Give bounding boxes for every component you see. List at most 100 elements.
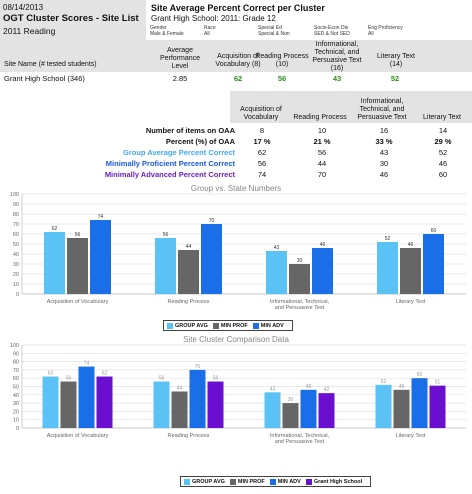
col-vocabulary: Acquisition of Vocabulary (8): [215, 53, 261, 68]
col-literary-text: Literary Text (14): [377, 53, 415, 68]
col-performance-level: Average Performance Level: [159, 47, 201, 70]
y-tick-label: 50: [13, 242, 19, 248]
bar: [264, 392, 281, 428]
cluster-col-reading: Reading Process: [293, 114, 347, 121]
filter-bar: Gender Male & Female Race All Special Ed Sp…: [146, 25, 472, 40]
y-tick-label: 0: [16, 426, 19, 432]
data-label: 52: [381, 379, 387, 385]
data-label: 46: [399, 384, 405, 390]
bar: [78, 366, 95, 428]
data-label: 46: [306, 384, 312, 390]
bar: [300, 389, 317, 428]
performance-level-value: 2.85: [172, 74, 188, 83]
report-header: 08/14/2013 OGT Cluster Scores - Site Lis…: [0, 0, 472, 70]
bar: [60, 381, 77, 428]
legend-swatch: [212, 322, 219, 329]
data-label: 70: [209, 218, 215, 224]
legend-swatch: [184, 478, 190, 485]
table-row: Grant High School (346) 2.85 62 56 43 52: [0, 74, 472, 85]
bar: [282, 403, 299, 428]
data-label: 52: [385, 236, 391, 242]
y-tick-label: 10: [13, 282, 19, 288]
data-label: 62: [52, 226, 58, 232]
vocabulary-value: 62: [233, 74, 243, 83]
bar: [178, 250, 199, 294]
y-tick-label: 10: [13, 418, 19, 424]
filter-race: Race All: [204, 25, 216, 37]
bar: [201, 224, 222, 294]
legend-item: GROUP AVG: [167, 322, 208, 329]
report-school-line: Grant High School: 2011: Grade 12: [151, 14, 276, 23]
report-title: OGT Cluster Scores - Site List: [3, 13, 139, 24]
row-percent-of-oaa: Percent (%) of OAA 17 % 21 % 33 % 29 %: [165, 137, 452, 146]
bar: [42, 376, 59, 428]
y-tick-label: 50: [13, 385, 19, 391]
data-label: 43: [270, 386, 276, 392]
bar: [207, 381, 224, 428]
y-tick-label: 60: [13, 376, 19, 382]
data-label: 56: [163, 232, 169, 238]
report-subtitle: 2011 Reading: [3, 26, 56, 36]
y-tick-label: 20: [13, 409, 19, 415]
bar: [377, 242, 398, 294]
y-tick-label: 90: [13, 351, 19, 357]
data-label: 44: [177, 385, 183, 391]
legend-item: MIN PROF: [212, 322, 248, 329]
bar: [155, 238, 176, 294]
legend-label: MIN PROF: [220, 322, 248, 329]
bar: [96, 376, 113, 428]
data-label: 46: [320, 242, 326, 248]
legend-item: MIN ADV: [269, 478, 301, 485]
filter-gender: Gender Male & Female: [150, 25, 184, 37]
informational-value: 43: [332, 74, 342, 83]
x-tick-label: Informational, Technical,: [270, 299, 330, 305]
y-tick-label: 100: [10, 192, 19, 198]
bar: [189, 369, 206, 428]
site-table-header: Site Name (# tested students) Average Per…: [0, 40, 472, 72]
bar: [411, 378, 428, 428]
cluster-col-literary: Literary Text: [423, 114, 461, 121]
cluster-col-vocabulary: Acquisition of Vocabulary: [240, 106, 282, 121]
data-label: 42: [324, 387, 330, 393]
y-tick-label: 0: [16, 292, 19, 298]
data-label: 62: [102, 371, 108, 377]
legend-label: GROUP AVG: [175, 322, 208, 329]
col-site-name: Site Name (# tested students): [4, 61, 97, 68]
bar: [318, 393, 335, 428]
data-label: 43: [274, 245, 280, 251]
literary-value: 52: [390, 74, 400, 83]
chart-group-vs-state: 0 10 20 30 40 50 60 70 80 90 100 62 56 74 Acquisition …: [10, 192, 466, 311]
site-name: Grant High School (346): [4, 74, 85, 83]
y-tick-label: 30: [13, 262, 19, 268]
bar: [400, 248, 421, 294]
legend-swatch: [269, 478, 276, 485]
x-tick-label: Informational, Technical,: [270, 433, 330, 439]
data-label: 62: [48, 371, 54, 377]
row-min-proficient: Minimally Proficient Percent Correct 56 …: [105, 159, 448, 168]
cluster-table-header: Acquisition of Vocabulary Reading Process…: [230, 91, 472, 123]
chart2-legend: GROUP AVG MIN PROF MIN ADV Grant High Schoo…: [180, 476, 372, 487]
y-tick-label: 40: [13, 393, 19, 399]
legend-item: MIN PROF: [229, 478, 265, 485]
data-label: 70: [195, 364, 201, 370]
bar: [423, 234, 444, 294]
x-tick-label: Acquisition of Vocabulary: [47, 433, 109, 439]
bar: [67, 238, 88, 294]
y-tick-label: 30: [13, 401, 19, 407]
data-label: 56: [75, 232, 81, 238]
bar: [153, 381, 170, 428]
data-label: 44: [186, 244, 192, 250]
data-label: 46: [408, 242, 414, 248]
col-reading-process: Reading Process (10): [255, 53, 309, 68]
reading-process-value: 56: [277, 74, 287, 83]
x-tick-label: and Persuasive Text: [275, 439, 325, 445]
data-label: 30: [297, 258, 303, 264]
data-label: 74: [84, 361, 90, 367]
bar: [90, 220, 111, 294]
row-group-average: Group Average Percent Correct 62 56 43 5…: [123, 148, 448, 157]
bar: [289, 264, 310, 294]
col-informational-text: Informational, Technical, and Persuasive T…: [312, 41, 362, 72]
bar: [429, 385, 446, 428]
y-tick-label: 80: [13, 212, 19, 218]
bar: [171, 391, 188, 428]
